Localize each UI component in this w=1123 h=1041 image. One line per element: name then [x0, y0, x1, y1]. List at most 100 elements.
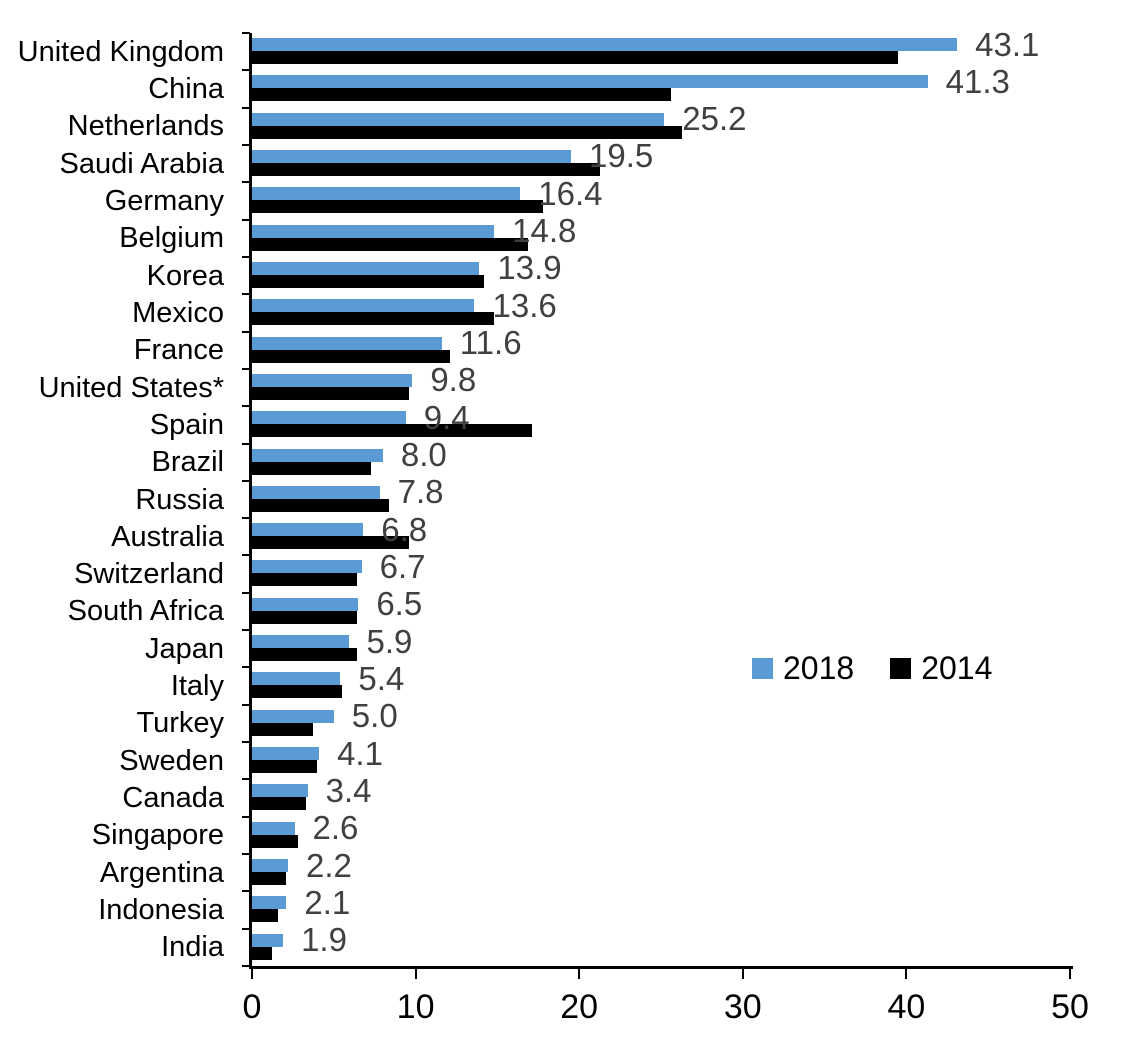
- legend-label-2014: 2014: [921, 650, 993, 686]
- x-axis-tick: [741, 966, 744, 979]
- bar-2018: [252, 784, 308, 798]
- y-axis-tick: [242, 853, 250, 856]
- bar-2014: [252, 51, 899, 64]
- y-axis-tick: [242, 255, 250, 258]
- x-axis-tick-label: 0: [242, 988, 262, 1026]
- value-label: 9.4: [423, 398, 470, 436]
- bar-2014: [252, 872, 287, 886]
- bar-2018: [252, 672, 341, 686]
- y-axis-tick: [242, 479, 250, 482]
- legend-item-2018: 2018: [752, 652, 854, 684]
- value-label: 7.8: [397, 473, 444, 511]
- category-label: Japan: [144, 632, 224, 665]
- y-axis-tick: [242, 703, 250, 706]
- bar-2018: [252, 485, 380, 499]
- y-axis-tick: [242, 106, 250, 109]
- bar-2018: [252, 299, 475, 313]
- category-label: Brazil: [151, 446, 224, 479]
- bar-2014: [252, 88, 671, 102]
- category-label: Canada: [122, 782, 224, 815]
- category-label: United States*: [38, 371, 224, 404]
- y-axis-line: [249, 33, 252, 969]
- x-axis-tick: [414, 966, 417, 979]
- value-label: 16.4: [538, 174, 603, 212]
- bar-2014: [252, 760, 318, 774]
- value-label: 1.9: [301, 921, 347, 959]
- bar-2014: [252, 536, 410, 550]
- y-axis-tick: [242, 965, 250, 967]
- bar-2014: [252, 274, 485, 288]
- x-axis-tick: [578, 966, 581, 979]
- bar-2018: [252, 747, 320, 761]
- value-label: 14.8: [512, 212, 577, 250]
- bar-2018: [252, 859, 288, 873]
- bar-2014: [252, 424, 532, 438]
- bar-2014: [252, 461, 372, 475]
- x-axis-tick: [905, 966, 908, 979]
- y-axis-tick: [242, 815, 250, 818]
- y-axis-tick: [242, 778, 250, 781]
- category-label: Germany: [104, 184, 224, 217]
- bar-2014: [252, 722, 313, 736]
- value-label: 5.0: [351, 697, 398, 735]
- category-label: Saudi Arabia: [59, 147, 224, 180]
- value-label: 6.5: [376, 585, 423, 623]
- value-label: 11.6: [459, 324, 522, 362]
- category-label: Korea: [146, 259, 224, 292]
- bar-2018: [252, 821, 295, 835]
- bar-2018: [252, 896, 287, 910]
- legend-item-2014: 2014: [890, 652, 992, 684]
- x-axis-tick-label: 50: [1051, 988, 1089, 1026]
- category-label: France: [133, 334, 224, 367]
- bar-2018: [252, 187, 521, 201]
- y-axis-tick: [242, 666, 250, 669]
- y-axis-tick: [242, 293, 250, 296]
- y-axis-tick: [242, 367, 250, 370]
- bar-2018: [252, 336, 442, 350]
- value-label: 5.4: [358, 659, 405, 697]
- category-label: Singapore: [91, 819, 224, 852]
- bar-2018: [252, 224, 495, 238]
- value-label: 19.5: [589, 137, 654, 175]
- bar-2018: [252, 709, 334, 723]
- category-label: China: [148, 72, 224, 105]
- category-label: Australia: [111, 520, 224, 553]
- category-label: Mexico: [132, 296, 224, 329]
- value-label: 9.8: [430, 361, 477, 399]
- bar-2018: [252, 597, 359, 611]
- category-label: Netherlands: [67, 110, 224, 143]
- category-label: Switzerland: [74, 558, 224, 591]
- bar-2018: [252, 411, 406, 425]
- legend-swatch-2014-icon: [890, 657, 912, 679]
- y-axis-tick: [242, 927, 250, 930]
- bar-2014: [252, 610, 357, 624]
- value-label: 2.6: [312, 809, 359, 847]
- y-axis-tick: [242, 218, 250, 221]
- value-label: 3.4: [325, 771, 372, 809]
- y-axis-tick: [242, 181, 250, 184]
- y-axis-tick: [242, 517, 250, 520]
- bar-2014: [252, 125, 683, 139]
- value-label: 2.2: [305, 846, 352, 884]
- bar-2018: [252, 373, 413, 387]
- y-axis-tick: [242, 405, 250, 408]
- value-label: 6.7: [379, 547, 426, 585]
- category-label: Turkey: [136, 707, 224, 740]
- bar-2014: [252, 498, 390, 512]
- bar-2018: [252, 560, 362, 574]
- category-label: United Kingdom: [17, 35, 224, 68]
- bar-2018: [252, 933, 284, 947]
- category-label: South Africa: [67, 595, 224, 628]
- x-axis-tick: [251, 966, 253, 979]
- bar-2014: [252, 573, 357, 587]
- bar-2018: [252, 448, 383, 462]
- bar-2014: [252, 200, 544, 214]
- y-axis-tick: [242, 330, 250, 333]
- y-axis-tick: [242, 554, 250, 557]
- bar-2014: [252, 162, 601, 176]
- bar-2018: [252, 112, 665, 126]
- value-label: 8.0: [400, 436, 447, 474]
- y-axis-tick: [242, 890, 250, 893]
- value-label: 5.9: [366, 622, 413, 660]
